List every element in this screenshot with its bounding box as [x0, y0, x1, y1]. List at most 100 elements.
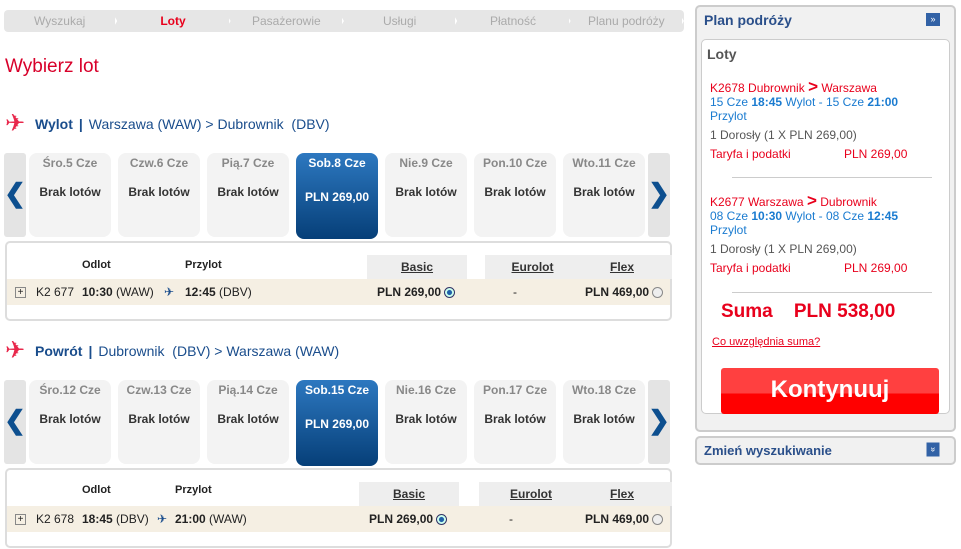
step-1: Loty [117, 10, 231, 32]
date-card[interactable]: Sob.15 Cze PLN 269,00 [296, 380, 378, 466]
flight-number: K2 678 [36, 512, 75, 526]
date-price: Brak lotów [395, 412, 457, 426]
date-label: Nie.16 Cze [395, 383, 457, 397]
date-price: Brak lotów [484, 185, 546, 199]
arr-label: Przylot [710, 109, 747, 123]
date-card[interactable]: Wto.18 Cze Brak lotów [563, 380, 645, 464]
plane-icon: ✈ [5, 110, 26, 137]
date-card[interactable]: Wto.11 Cze Brak lotów [563, 153, 645, 237]
flex-radio[interactable] [652, 514, 664, 526]
continue-button[interactable]: Kontynuuj [721, 368, 939, 414]
divider [732, 177, 932, 178]
total-label: Suma [721, 301, 773, 322]
arr-date: 15 Cze [826, 95, 865, 109]
flex-price: PLN 469,00 [585, 285, 650, 299]
flights-title: Loty [707, 46, 737, 62]
passengers: 1 Dorosły (1 X PLN 269,00) [710, 242, 857, 256]
date-card[interactable]: Pią.7 Cze Brak lotów [207, 153, 289, 237]
date-card[interactable]: Nie.16 Cze Brak lotów [385, 380, 467, 464]
date-card[interactable]: Pon.17 Cze Brak lotów [474, 380, 556, 464]
step-3[interactable]: Usługi [344, 10, 458, 32]
date-card[interactable]: Śro.12 Cze Brak lotów [29, 380, 111, 464]
flex-price: PLN 469,00 [585, 512, 650, 526]
fare-header-eurolot[interactable]: Eurolot [479, 482, 583, 506]
next-dates-button[interactable]: ❯ [648, 153, 670, 237]
section-header-1: ✈ Powrót | Dubrownik (DBV) > Warszawa (WAW) [5, 336, 339, 365]
basic-price: PLN 269,00 [369, 512, 434, 526]
trip-plan-panel: Plan podróży » Loty K2678 Dubrownik > Wa… [695, 5, 956, 432]
collapse-icon[interactable]: » [926, 13, 940, 26]
date-card[interactable]: Pią.14 Cze Brak lotów [207, 380, 289, 464]
date-price: Brak lotów [128, 185, 190, 199]
itinerary-leg: K2678 Dubrownik > Warszawa 15 Cze 18:45 … [710, 77, 945, 161]
date-label: Wto.18 Cze [571, 383, 636, 397]
date-card[interactable]: Nie.9 Cze Brak lotów [385, 153, 467, 237]
basic-price: PLN 269,00 [377, 285, 442, 299]
step-0[interactable]: Wyszukaj [4, 10, 118, 32]
date-price: Brak lotów [128, 412, 190, 426]
flight-row: + K2 678 18:45 (DBV) ✈ 21:00 (WAW) PLN 2… [7, 506, 670, 532]
date-price: Brak lotów [484, 412, 546, 426]
total-info-link[interactable]: Co uwzględnia suma? [712, 336, 821, 348]
eurolot-price: - [509, 512, 513, 526]
total: Suma PLN 538,00 [721, 301, 895, 323]
date-label: Pon.10 Cze [482, 156, 548, 170]
trip-plan-title: Plan podróży [704, 12, 792, 28]
expand-icon[interactable]: + [15, 514, 26, 525]
fare-label: Taryfa i podatki [710, 261, 791, 275]
expand-icon[interactable]: + [15, 287, 26, 298]
fare-header-eurolot[interactable]: Eurolot [485, 255, 580, 279]
departure-header: Odlot [82, 484, 111, 496]
prev-dates-button[interactable]: ❮ [4, 380, 26, 464]
route: Warszawa (WAW) > Dubrownik (DBV) [88, 115, 330, 132]
next-dates-button[interactable]: ❯ [648, 380, 670, 464]
fare-header-basic[interactable]: Basic [359, 482, 459, 506]
date-label: Sob.15 Cze [304, 383, 370, 397]
expand-icon[interactable]: » [926, 442, 940, 457]
step-5[interactable]: Planu podróży [571, 10, 684, 32]
plane-icon: ✈ [164, 285, 175, 299]
passengers: 1 Dorosły (1 X PLN 269,00) [710, 128, 857, 142]
step-4[interactable]: Płatność [457, 10, 571, 32]
dep-code: (DBV) [116, 512, 149, 526]
divider [732, 292, 932, 293]
date-label: Śro.12 Cze [39, 383, 101, 397]
fare-header-flex[interactable]: Flex [572, 482, 672, 506]
date-card[interactable]: Sob.8 Cze PLN 269,00 [296, 153, 378, 239]
separator: | [78, 115, 83, 132]
fare-header-basic[interactable]: Basic [367, 255, 467, 279]
date-price: Brak lotów [573, 185, 635, 199]
dep-code: (WAW) [116, 285, 154, 299]
itinerary-leg: K2677 Warszawa > Dubrownik 08 Cze 10:30 … [710, 191, 945, 275]
change-search-title[interactable]: Zmień wyszukiwanie [704, 443, 832, 458]
date-card[interactable]: Czw.6 Cze Brak lotów [118, 153, 200, 237]
dep-time: 18:45 [82, 512, 113, 526]
arr-time: 12:45 [867, 209, 899, 223]
arrow-icon: > [806, 191, 817, 210]
plane-icon: ✈ [5, 337, 26, 364]
flex-radio[interactable] [652, 287, 664, 299]
date-strip: ❮ Śro.5 Cze Brak lotów Czw.6 Cze Brak lotów P… [4, 153, 670, 239]
flight-results: Odlot Przylot Basic Eurolot Flex + K2 678 1… [5, 468, 672, 548]
section-header-0: ✈ Wylot | Warszawa (WAW) > Dubrownik (DBV) [5, 109, 330, 138]
progress-steps: Wyszukaj Loty Pasażerowie Usługi Płatność Pla… [4, 10, 684, 32]
leg-destination: Warszawa [821, 81, 877, 95]
dep-time: 10:30 [751, 209, 783, 223]
basic-radio[interactable] [436, 514, 448, 526]
date-card[interactable]: Śro.5 Cze Brak lotów [29, 153, 111, 237]
step-2[interactable]: Pasażerowie [231, 10, 344, 32]
change-search-panel[interactable]: Zmień wyszukiwanie » [695, 436, 956, 465]
dep-date: 15 Cze [710, 95, 749, 109]
flight-results: Odlot Przylot Basic Eurolot Flex + K2 677 1… [5, 241, 672, 321]
separator: | [88, 342, 93, 359]
date-card[interactable]: Pon.10 Cze Brak lotów [474, 153, 556, 237]
dep-label: Wylot - [785, 95, 823, 109]
leg-flight: K2678 Dubrownik [710, 81, 805, 95]
dep-time: 18:45 [751, 95, 783, 109]
arrow-icon: > [808, 77, 819, 96]
prev-dates-button[interactable]: ❮ [4, 153, 26, 237]
date-card[interactable]: Czw.13 Cze Brak lotów [118, 380, 200, 464]
route: Dubrownik (DBV) > Warszawa (WAW) [98, 342, 340, 359]
fare-header-flex[interactable]: Flex [572, 255, 672, 279]
basic-radio[interactable] [444, 287, 456, 299]
